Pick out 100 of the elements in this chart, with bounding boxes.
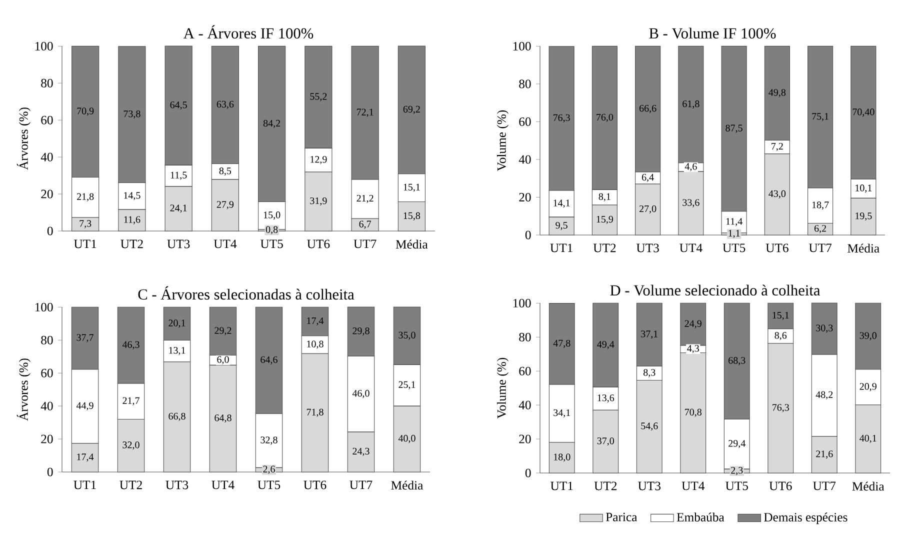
y-tick-label: 60 bbox=[41, 368, 53, 378]
data-label: 11,4 bbox=[726, 218, 742, 226]
data-label: 14,1 bbox=[554, 200, 570, 208]
data-label: 64,6 bbox=[260, 356, 278, 364]
data-label: 15,9 bbox=[596, 216, 614, 224]
data-label: 15,8 bbox=[404, 212, 420, 220]
data-label: 55,2 bbox=[310, 93, 327, 102]
x-tick-label: UT5 bbox=[260, 240, 283, 248]
y-tick-label: 40 bbox=[40, 402, 53, 410]
data-label: 31,9 bbox=[310, 197, 327, 206]
data-label: 21,7 bbox=[122, 397, 140, 406]
data-label: 40,1 bbox=[860, 434, 876, 444]
data-label: 70,9 bbox=[77, 108, 94, 116]
data-label: 33,6 bbox=[682, 199, 700, 208]
data-label: 9,5 bbox=[556, 222, 568, 230]
data-label: 47,8 bbox=[553, 340, 570, 348]
y-tick-label: 20 bbox=[41, 434, 53, 444]
data-label: 76,0 bbox=[596, 114, 614, 122]
x-tick-label: UT7 bbox=[354, 240, 376, 248]
data-label: 64,5 bbox=[170, 102, 187, 110]
x-tick-label: UT5 bbox=[722, 244, 746, 252]
x-tick-label: UT4 bbox=[680, 244, 702, 252]
y-axis-title: Volume (%) bbox=[496, 358, 508, 419]
data-label: 35,0 bbox=[398, 332, 416, 340]
data-label: 4,6 bbox=[684, 163, 697, 172]
data-label: 29,8 bbox=[352, 327, 370, 336]
data-label: 49,8 bbox=[768, 89, 786, 98]
data-label: 6,0 bbox=[217, 356, 229, 364]
y-tick-label: 100 bbox=[35, 302, 53, 312]
data-label: 29,4 bbox=[728, 440, 746, 448]
x-tick-label: UT1 bbox=[74, 480, 96, 490]
data-label: 66,6 bbox=[640, 104, 656, 114]
data-label: 17,4 bbox=[307, 317, 324, 326]
x-tick-label: UT4 bbox=[682, 482, 705, 490]
data-label: 71,8 bbox=[306, 408, 324, 417]
y-tick-label: 80 bbox=[519, 332, 531, 342]
legend-label: Demais espécies bbox=[764, 512, 848, 524]
data-label: 64,8 bbox=[214, 414, 232, 423]
data-label: 75,1 bbox=[812, 113, 828, 122]
y-tick-label: 0 bbox=[47, 468, 53, 476]
data-label: 14,5 bbox=[124, 192, 140, 200]
data-label: 72,1 bbox=[356, 108, 374, 117]
data-label: 37,0 bbox=[597, 437, 614, 446]
data-label: 24,1 bbox=[170, 204, 187, 213]
data-label: 18,0 bbox=[554, 454, 570, 462]
data-label: 12,9 bbox=[310, 156, 327, 164]
data-label: 76,3 bbox=[772, 404, 789, 412]
data-label: 13,1 bbox=[169, 347, 186, 356]
data-label: 15,1 bbox=[772, 312, 789, 320]
data-label: 49,4 bbox=[597, 341, 614, 350]
x-tick-label: UT2 bbox=[120, 480, 142, 490]
x-tick-label: UT2 bbox=[594, 482, 617, 490]
x-tick-label: UT6 bbox=[766, 244, 788, 252]
x-tick-label: UT1 bbox=[550, 244, 572, 252]
data-label: 69,2 bbox=[403, 106, 420, 114]
data-label: 20,1 bbox=[168, 320, 186, 328]
y-tick-label: 40 bbox=[40, 152, 53, 162]
data-label: 34,1 bbox=[554, 409, 570, 418]
data-label: 6,7 bbox=[359, 220, 372, 229]
x-tick-label: Média bbox=[848, 244, 880, 253]
data-label: 6,2 bbox=[814, 225, 826, 234]
y-tick-label: 20 bbox=[41, 190, 53, 198]
x-tick-label: UT6 bbox=[304, 480, 326, 490]
y-tick-label: 100 bbox=[35, 42, 53, 50]
x-tick-label: UT3 bbox=[636, 244, 659, 252]
data-label: 32,0 bbox=[122, 442, 140, 450]
legend-label: Parica bbox=[606, 512, 638, 522]
data-label: 46,3 bbox=[122, 341, 140, 350]
y-axis-title: Volume (%) bbox=[496, 110, 508, 172]
data-label: 70,40 bbox=[852, 108, 874, 117]
data-label: 10,1 bbox=[856, 184, 872, 193]
data-label: 25,1 bbox=[398, 381, 416, 390]
x-tick-label: UT7 bbox=[813, 482, 836, 490]
data-label: 73,8 bbox=[124, 110, 140, 119]
data-label: 8,3 bbox=[644, 369, 656, 378]
x-tick-label: Média bbox=[852, 482, 884, 491]
data-label: 39,0 bbox=[860, 332, 876, 340]
chart-title: B - Volume IF 100% bbox=[649, 28, 776, 39]
y-tick-label: 40 bbox=[518, 400, 531, 410]
data-label: 6,4 bbox=[642, 174, 654, 182]
data-label: 87,5 bbox=[726, 124, 742, 133]
data-label: 21,2 bbox=[356, 194, 374, 204]
data-label: 84,2 bbox=[263, 120, 280, 128]
y-tick-label: 20 bbox=[519, 434, 531, 444]
data-label: 8,1 bbox=[598, 193, 610, 202]
data-label: 63,6 bbox=[216, 100, 234, 110]
data-label: 46,0 bbox=[352, 390, 370, 398]
data-label: 19,5 bbox=[856, 212, 872, 221]
x-tick-label: UT5 bbox=[258, 480, 280, 490]
data-label: 37,7 bbox=[76, 334, 94, 342]
data-label: 11,6 bbox=[124, 216, 140, 224]
data-label: 68,3 bbox=[728, 357, 746, 366]
y-tick-label: 0 bbox=[47, 226, 53, 236]
data-label: 7,2 bbox=[772, 142, 783, 152]
y-axis-title: Árvores (%) bbox=[16, 108, 30, 170]
y-tick-label: 60 bbox=[41, 116, 53, 124]
x-tick-label: UT2 bbox=[593, 244, 616, 252]
data-label: 70,8 bbox=[685, 408, 702, 417]
y-tick-label: 80 bbox=[41, 78, 53, 88]
y-tick-label: 80 bbox=[41, 336, 53, 344]
